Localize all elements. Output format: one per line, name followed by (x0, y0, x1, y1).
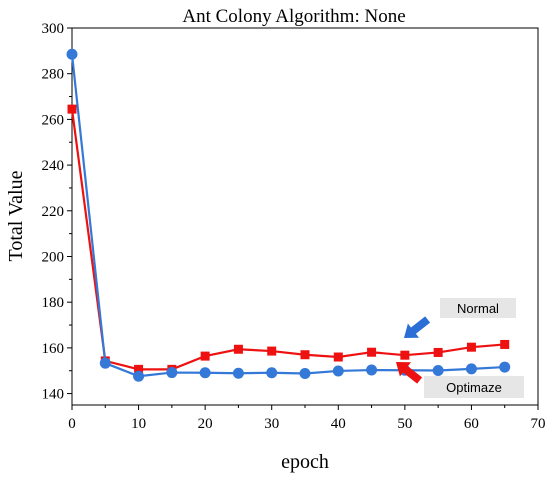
y-tick-label: 180 (42, 295, 65, 311)
y-tick-label: 280 (42, 67, 65, 83)
x-tick-label: 30 (264, 416, 279, 432)
data-point (66, 48, 78, 60)
annotation-normal-arrow-icon (404, 316, 431, 338)
annotation-optimaze: Optimaze (396, 362, 524, 398)
data-point (99, 357, 111, 369)
data-point (432, 364, 444, 376)
series-layer (66, 48, 511, 382)
data-point (466, 342, 476, 352)
data-point (300, 350, 310, 360)
data-point (465, 363, 477, 375)
data-point (133, 370, 145, 382)
annotation-optimaze-label: Optimaze (446, 380, 502, 395)
y-axis-label: Total Value (5, 170, 27, 261)
annotation-normal-box (440, 298, 516, 318)
y-tick-label: 260 (42, 112, 65, 128)
data-point (333, 352, 343, 362)
y-tick-label: 160 (42, 341, 65, 357)
series-line (70, 54, 505, 378)
series-optimaze (66, 48, 511, 382)
y-axis-ticks: 140 160 180 200 220 240 260 280 300 (42, 21, 72, 403)
annotation-normal-label: Normal (457, 301, 499, 316)
x-tick-label: 40 (331, 416, 346, 432)
y-tick-label: 220 (42, 204, 65, 220)
data-point (433, 347, 443, 357)
x-axis-label: epoch (281, 451, 329, 473)
x-tick-label: 0 (68, 416, 76, 432)
series-normal (67, 104, 510, 374)
data-point (200, 351, 210, 361)
annotation-normal: Normal (404, 298, 516, 338)
x-tick-label: 20 (198, 416, 213, 432)
data-point (266, 367, 278, 379)
chart-title: Ant Colony Algorithm: None (182, 6, 405, 27)
x-tick-label: 60 (464, 416, 479, 432)
y-tick-label: 140 (42, 387, 65, 403)
y-tick-label: 300 (42, 21, 65, 37)
y-tick-label: 200 (42, 249, 65, 265)
data-point (332, 365, 344, 377)
data-point (367, 347, 377, 357)
data-point (400, 350, 410, 360)
y-tick-label: 240 (42, 158, 65, 174)
data-point (166, 367, 178, 379)
data-point (233, 344, 243, 354)
data-point (500, 339, 510, 349)
series-line (70, 108, 505, 371)
x-tick-label: 10 (131, 416, 146, 432)
data-point (67, 104, 77, 114)
annotation-optimaze-arrow-icon (396, 362, 423, 384)
data-point (299, 367, 311, 379)
data-point (366, 364, 378, 376)
annotation-optimaze-box (424, 376, 524, 398)
data-point (499, 361, 511, 373)
x-axis-ticks: 0 10 20 30 40 50 60 70 (68, 405, 546, 432)
data-point (267, 346, 277, 356)
data-point (232, 367, 244, 379)
x-tick-label: 50 (397, 416, 412, 432)
data-point (199, 367, 211, 379)
data-point (134, 364, 144, 374)
x-tick-label: 70 (531, 416, 546, 432)
